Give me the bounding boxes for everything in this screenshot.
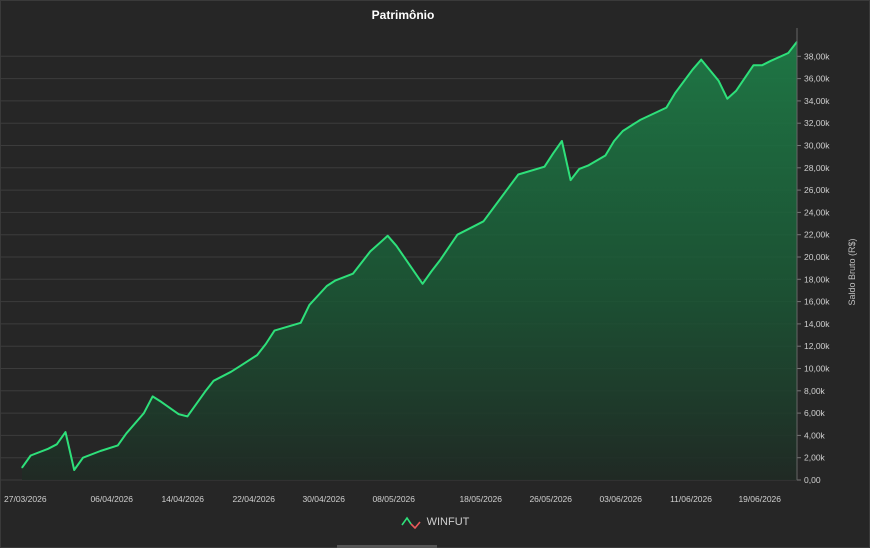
y-tick-label: 16,00k <box>804 297 830 307</box>
data-point <box>439 259 441 261</box>
data-point <box>213 380 215 382</box>
x-tick-label: 27/03/2026 <box>4 494 47 504</box>
x-tick-label: 26/05/2026 <box>529 494 572 504</box>
x-tick-label: 03/06/2026 <box>599 494 642 504</box>
data-point <box>761 64 763 66</box>
data-point <box>186 415 188 417</box>
x-tick-label: 11/06/2026 <box>670 494 712 504</box>
data-point <box>456 234 458 236</box>
data-point <box>265 343 267 345</box>
scroll-indicator[interactable] <box>337 545 437 548</box>
y-tick-label: 28,00k <box>804 163 830 173</box>
y-tick-label: 14,00k <box>804 319 830 329</box>
y-tick-label: 18,00k <box>804 274 830 284</box>
y-tick-label: 38,00k <box>804 51 830 61</box>
y-tick-label: 36,00k <box>804 74 830 84</box>
data-point <box>735 90 737 92</box>
data-point <box>770 60 772 62</box>
data-point <box>587 165 589 167</box>
y-tick-label: 34,00k <box>804 96 830 106</box>
y-tick-label: 26,00k <box>804 185 830 195</box>
data-point <box>691 69 694 71</box>
y-tick-label: 0,00 <box>804 475 821 485</box>
data-point <box>308 304 310 306</box>
data-point <box>622 130 624 132</box>
x-tick-label: 08/05/2026 <box>372 494 415 504</box>
data-point <box>422 283 424 285</box>
data-point <box>430 270 432 273</box>
x-tick-label: 30/04/2026 <box>302 494 345 504</box>
y-tick-label: 32,00k <box>804 118 830 128</box>
y-tick-label: 12,00k <box>804 341 830 351</box>
data-point <box>352 273 354 275</box>
data-point <box>726 98 728 100</box>
y-tick-label: 8,00k <box>804 386 826 396</box>
legend-label: WINFUT <box>426 516 470 528</box>
y-tick-label: 2,00k <box>804 453 826 463</box>
series-line-icon <box>400 516 421 529</box>
data-point <box>787 52 789 54</box>
y-tick-label: 30,00k <box>804 141 830 151</box>
data-point <box>570 179 572 181</box>
y-tick-label: 24,00k <box>804 207 830 217</box>
data-point <box>718 80 720 82</box>
data-point <box>482 220 485 222</box>
data-point <box>752 64 755 66</box>
data-point <box>82 457 84 459</box>
data-point <box>334 279 337 281</box>
data-point <box>143 412 145 414</box>
data-point <box>56 443 58 445</box>
data-point <box>326 285 328 287</box>
x-tick-label: 19/06/2026 <box>738 494 781 504</box>
data-point <box>256 354 258 356</box>
data-point <box>178 413 180 415</box>
data-point <box>674 92 676 94</box>
data-point <box>160 401 162 403</box>
data-point <box>99 450 101 452</box>
data-point <box>543 166 546 168</box>
data-point <box>500 197 502 199</box>
y-axis-label: Saldo Bruto (R$) <box>847 238 857 305</box>
data-point <box>47 448 49 450</box>
data-point <box>300 322 302 324</box>
data-point <box>152 395 154 397</box>
data-point <box>613 140 615 142</box>
data-point <box>117 444 119 446</box>
y-tick-label: 4,00k <box>804 430 826 440</box>
data-point <box>239 365 241 367</box>
y-tick-label: 10,00k <box>804 364 830 374</box>
y-tick-label: 22,00k <box>804 230 830 240</box>
data-point <box>230 371 232 373</box>
data-point <box>64 431 67 433</box>
y-tick-label: 6,00k <box>804 408 826 418</box>
x-tick-label: 22/04/2026 <box>232 494 275 504</box>
data-point <box>517 173 519 176</box>
data-point <box>552 152 554 154</box>
x-tick-label: 18/05/2026 <box>459 494 502 504</box>
data-point <box>204 391 206 393</box>
data-point <box>639 119 641 121</box>
data-point <box>30 454 32 457</box>
data-point <box>665 107 668 109</box>
data-point <box>273 330 276 332</box>
data-point <box>395 245 397 247</box>
data-point <box>700 59 702 61</box>
data-point <box>73 469 75 471</box>
x-tick-label: 06/04/2026 <box>90 494 133 504</box>
chart-legend[interactable]: WINFUT <box>0 515 870 529</box>
data-point <box>561 140 563 142</box>
data-point <box>387 235 389 237</box>
data-point <box>578 168 580 170</box>
data-point <box>631 124 633 126</box>
data-point <box>474 225 476 227</box>
chart-title: Patrimônio <box>371 8 435 22</box>
data-point <box>125 432 128 434</box>
x-tick-label: 14/04/2026 <box>161 494 204 504</box>
data-point <box>369 250 371 252</box>
data-point <box>604 154 607 157</box>
y-tick-label: 20,00k <box>804 252 830 262</box>
data-point <box>21 467 23 469</box>
series-area <box>22 41 797 481</box>
